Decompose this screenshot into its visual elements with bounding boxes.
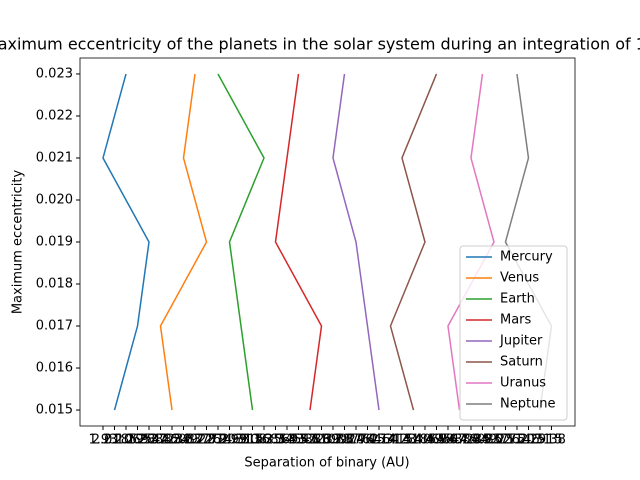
x-tick-label: 4.9377	[471, 433, 517, 448]
x-tick-label: 3.9646	[345, 433, 391, 448]
legend-label: Jupiter	[499, 334, 543, 349]
series-line	[389, 73, 438, 411]
legend-label: Neptune	[500, 397, 556, 412]
y-tick-label: 0.017	[36, 319, 73, 334]
series-line	[447, 73, 495, 411]
x-tick-label: 3.8762	[333, 433, 379, 448]
x-tick-label: 3.2569	[253, 433, 299, 448]
x-tick-label: 5.2031	[506, 433, 552, 448]
x-tick-label: 4.8492	[460, 433, 506, 448]
chart-title: Maximum eccentricity of the planets in t…	[0, 35, 640, 54]
y-tick-label: 0.022	[36, 108, 73, 123]
x-tick-label: 2.9915	[218, 433, 264, 448]
x-tick-label: 5.1146	[494, 433, 540, 448]
y-tick-label: 0.019	[36, 235, 73, 250]
x-tick-label: 2.8146	[195, 433, 241, 448]
x-tick-label: 2.2838	[126, 433, 172, 448]
x-tick-label: 4.4954	[414, 433, 460, 448]
x-tick-label: 2.1954	[115, 433, 161, 448]
x-tick-label: 4.7608	[448, 433, 494, 448]
plot-frame	[79, 57, 576, 427]
series-line	[217, 73, 265, 411]
x-tick-label: 3.5223	[287, 433, 333, 448]
legend-label: Mercury	[500, 250, 553, 265]
x-tick-label: 2.4608	[149, 433, 195, 448]
x-tick-label: 2.6377	[172, 433, 218, 448]
x-tick-label: 4.6723	[437, 433, 483, 448]
x-tick-label: 4.1415	[368, 433, 414, 448]
y-tick-label: 0.021	[36, 150, 73, 165]
x-axis-label: Separation of binary (AU)	[244, 456, 409, 471]
x-tick-label: 3.08	[238, 433, 267, 448]
x-tick-label: 2.3723	[138, 433, 184, 448]
x-tick-label: 2.5492	[161, 433, 207, 448]
series-line	[332, 73, 380, 411]
x-tick-label: 2.7262	[184, 433, 230, 448]
x-tick-label: 3.7877	[322, 433, 368, 448]
x-tick-label: 3.6108	[299, 433, 345, 448]
x-tick-label: 4.4069	[402, 433, 448, 448]
legend-label: Mars	[500, 313, 532, 328]
x-tick-label: 4.23	[388, 433, 417, 448]
y-tick-label: 0.020	[36, 192, 73, 207]
x-tick-label: 3.3454	[264, 433, 310, 448]
x-tick-label: 4.3185	[391, 433, 437, 448]
legend-label: Uranus	[500, 376, 546, 391]
x-tick-label: 2.1069	[103, 433, 149, 448]
x-tick-label: 3.1685	[241, 433, 287, 448]
x-tick-label: 3.6992	[310, 433, 356, 448]
series-line	[159, 73, 208, 411]
y-tick-label: 0.015	[36, 403, 73, 418]
x-tick-label: 5.2915	[517, 433, 563, 448]
y-tick-label: 0.023	[36, 66, 73, 81]
x-tick-label: 5.38	[537, 433, 566, 448]
legend-label: Earth	[500, 292, 535, 307]
legend-label: Saturn	[500, 355, 543, 370]
series-line	[102, 73, 150, 411]
x-tick-label: 5.0262	[483, 433, 529, 448]
y-axis-label: Maximum eccentricity	[11, 170, 26, 315]
x-tick-label: 4.0531	[356, 433, 402, 448]
x-tick-label: 4.5838	[425, 433, 471, 448]
y-tick-label: 0.018	[36, 277, 73, 292]
x-tick-label: 1.93	[89, 433, 118, 448]
series-line	[274, 73, 323, 411]
legend-box	[459, 245, 568, 421]
x-tick-label: 3.4338	[276, 433, 322, 448]
x-tick-label: 2.9031	[207, 433, 253, 448]
y-tick-label: 0.016	[36, 361, 73, 376]
x-tick-label: 2.0185	[92, 433, 138, 448]
legend-label: Venus	[500, 271, 539, 286]
